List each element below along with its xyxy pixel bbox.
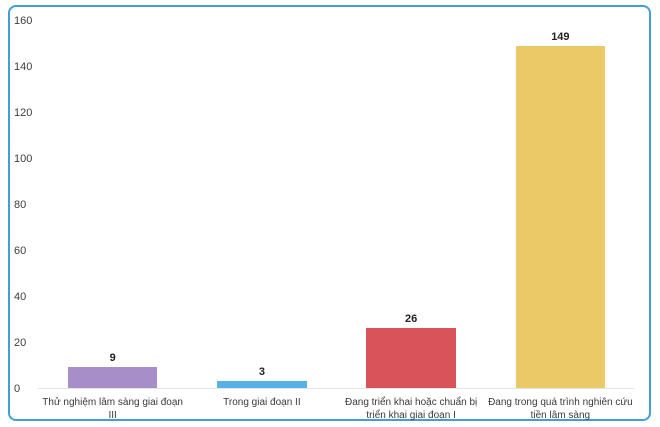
y-tick-label: 160 [14, 15, 33, 27]
y-tick-label: 0 [14, 383, 21, 395]
y-tick-label: 120 [14, 107, 33, 119]
bar[interactable] [515, 46, 606, 388]
bar-column: 3 [187, 21, 336, 388]
bar-value-label: 9 [109, 352, 116, 365]
x-category-label: Thử nghiệm lâm sàng giai đoạn III [42, 397, 183, 421]
bar-column: 9 [38, 21, 187, 388]
y-tick-label: 40 [14, 291, 27, 303]
bars-container: 9 3 26 149 [38, 21, 635, 388]
bar-value-label: 149 [551, 31, 570, 44]
y-tick-label: 100 [14, 153, 33, 165]
y-axis: 0 20 40 60 80 100 120 140 160 [14, 15, 38, 395]
bar[interactable] [67, 367, 158, 388]
y-tick-label: 60 [14, 245, 27, 257]
bar-column: 26 [337, 21, 486, 388]
y-tick-label: 20 [14, 337, 27, 349]
bar-value-label: 3 [258, 366, 265, 379]
x-category-label: Đang triển khai hoặc chuẩn bị triển khai… [344, 397, 478, 421]
chart-card: 0 20 40 60 80 100 120 140 160 9 3 26 149 Thử nghiệm… [8, 5, 651, 421]
y-tick-label: 140 [14, 61, 33, 73]
y-tick-label: 80 [14, 199, 27, 211]
x-category-label: Trong giai đoạn II [223, 397, 301, 408]
bar-value-label: 26 [405, 313, 418, 326]
bar-column: 149 [486, 21, 635, 388]
bar[interactable] [366, 328, 456, 388]
x-category-label: Đang trong quá trình nghiên cứu tiền lâm… [488, 397, 633, 421]
plot-area: 9 3 26 149 [38, 21, 635, 389]
x-axis-labels: Thử nghiệm lâm sàng giai đoạn III Trong g… [38, 391, 635, 421]
bar[interactable] [217, 381, 307, 388]
